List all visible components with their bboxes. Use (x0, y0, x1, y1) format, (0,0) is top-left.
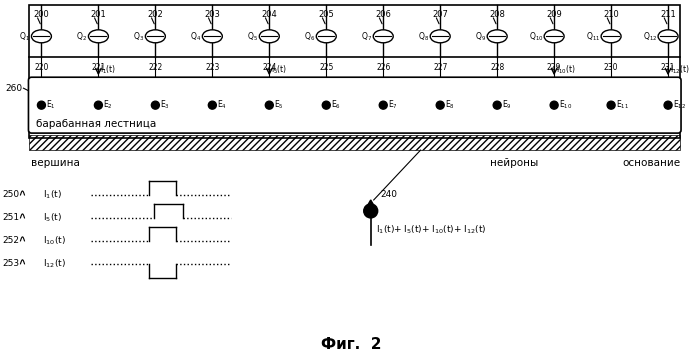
Ellipse shape (601, 30, 621, 43)
Text: E$_{11}$: E$_{11}$ (616, 99, 630, 111)
FancyBboxPatch shape (29, 77, 681, 133)
Circle shape (493, 101, 501, 109)
Text: 229: 229 (547, 63, 561, 72)
Text: I$_{10}$(t): I$_{10}$(t) (43, 235, 66, 247)
Circle shape (436, 101, 444, 109)
Text: 240: 240 (380, 191, 398, 200)
Text: I$_1$(t): I$_1$(t) (43, 189, 62, 201)
Text: Q$_{10}$: Q$_{10}$ (528, 30, 543, 43)
Circle shape (664, 101, 672, 109)
Text: 204: 204 (262, 10, 277, 19)
Text: барабанная лестница: барабанная лестница (36, 119, 156, 129)
Circle shape (379, 101, 387, 109)
Text: Q$_9$: Q$_9$ (475, 30, 487, 43)
Text: E$_2$: E$_2$ (103, 99, 113, 111)
Ellipse shape (31, 30, 52, 43)
Text: I$_{12}$(t): I$_{12}$(t) (43, 257, 66, 270)
Ellipse shape (260, 30, 279, 43)
Text: 252: 252 (3, 236, 20, 245)
Text: 226: 226 (376, 63, 390, 72)
Text: I$_5$(t): I$_5$(t) (272, 64, 288, 76)
Text: Q$_5$: Q$_5$ (247, 30, 258, 43)
Text: E$_7$: E$_7$ (388, 99, 398, 111)
Ellipse shape (202, 30, 222, 43)
Ellipse shape (373, 30, 393, 43)
Text: 205: 205 (318, 10, 334, 19)
Text: 211: 211 (660, 10, 676, 19)
Text: 224: 224 (262, 63, 276, 72)
Circle shape (94, 101, 103, 109)
Text: Q$_2$: Q$_2$ (77, 30, 87, 43)
Text: 251: 251 (2, 213, 20, 223)
Text: E$_9$: E$_9$ (502, 99, 512, 111)
Text: 222: 222 (148, 63, 163, 72)
Text: E$_5$: E$_5$ (274, 99, 284, 111)
Text: I$_5$(t): I$_5$(t) (43, 212, 62, 224)
Circle shape (322, 101, 330, 109)
Text: 207: 207 (432, 10, 448, 19)
Text: Q$_{11}$: Q$_{11}$ (586, 30, 600, 43)
Ellipse shape (89, 30, 108, 43)
Text: Q$_3$: Q$_3$ (133, 30, 144, 43)
Text: E$_6$: E$_6$ (332, 99, 341, 111)
Text: 227: 227 (433, 63, 447, 72)
Text: E$_{10}$: E$_{10}$ (559, 99, 572, 111)
Text: Q$_{12}$: Q$_{12}$ (643, 30, 657, 43)
Text: Q$_6$: Q$_6$ (304, 30, 315, 43)
Ellipse shape (316, 30, 336, 43)
Text: 200: 200 (34, 10, 50, 19)
Text: 206: 206 (376, 10, 391, 19)
Text: Q$_4$: Q$_4$ (190, 30, 201, 43)
Text: 230: 230 (604, 63, 618, 72)
Text: 208: 208 (489, 10, 505, 19)
Circle shape (208, 101, 216, 109)
Text: 225: 225 (319, 63, 334, 72)
Text: нейроны: нейроны (491, 158, 539, 168)
Ellipse shape (658, 30, 678, 43)
Text: 231: 231 (661, 63, 675, 72)
Text: I$_1$(t)+ I$_5$(t)+ I$_{10}$(t)+ I$_{12}$(t): I$_1$(t)+ I$_5$(t)+ I$_{10}$(t)+ I$_{12}… (376, 224, 487, 236)
Text: 228: 228 (490, 63, 504, 72)
Text: Q$_7$: Q$_7$ (361, 30, 372, 43)
Ellipse shape (145, 30, 165, 43)
Text: E$_8$: E$_8$ (445, 99, 455, 111)
Text: 209: 209 (547, 10, 562, 19)
Text: E$_4$: E$_4$ (217, 99, 228, 111)
Circle shape (607, 101, 615, 109)
Text: основание: основание (622, 158, 680, 168)
Circle shape (265, 101, 274, 109)
Text: Фиг.  2: Фиг. 2 (320, 337, 381, 352)
Ellipse shape (430, 30, 450, 43)
Text: 202: 202 (147, 10, 163, 19)
Text: I$_{12}$(t): I$_{12}$(t) (670, 64, 690, 76)
Text: 221: 221 (91, 63, 105, 72)
Text: 201: 201 (91, 10, 106, 19)
Text: I$_{10}$(t): I$_{10}$(t) (556, 64, 576, 76)
Circle shape (364, 204, 378, 218)
Text: 223: 223 (205, 63, 219, 72)
Text: 220: 220 (34, 63, 49, 72)
Bar (29, 135, 680, 150)
Text: 253: 253 (2, 259, 20, 268)
Circle shape (38, 101, 45, 109)
Circle shape (550, 101, 558, 109)
Text: E$_1$: E$_1$ (47, 99, 57, 111)
Text: 203: 203 (205, 10, 221, 19)
Text: 210: 210 (603, 10, 619, 19)
Text: I$_1$(t): I$_1$(t) (101, 64, 117, 76)
Circle shape (151, 101, 159, 109)
Text: E$_3$: E$_3$ (161, 99, 170, 111)
Text: 250: 250 (2, 191, 20, 200)
Ellipse shape (487, 30, 507, 43)
Ellipse shape (544, 30, 564, 43)
Text: Q$_1$: Q$_1$ (20, 30, 31, 43)
Polygon shape (366, 200, 375, 207)
Text: E$_{12}$: E$_{12}$ (673, 99, 686, 111)
Bar (29, 5, 680, 138)
Text: вершина: вершина (31, 158, 80, 168)
Text: 260: 260 (6, 84, 22, 93)
Text: Q$_8$: Q$_8$ (418, 30, 429, 43)
